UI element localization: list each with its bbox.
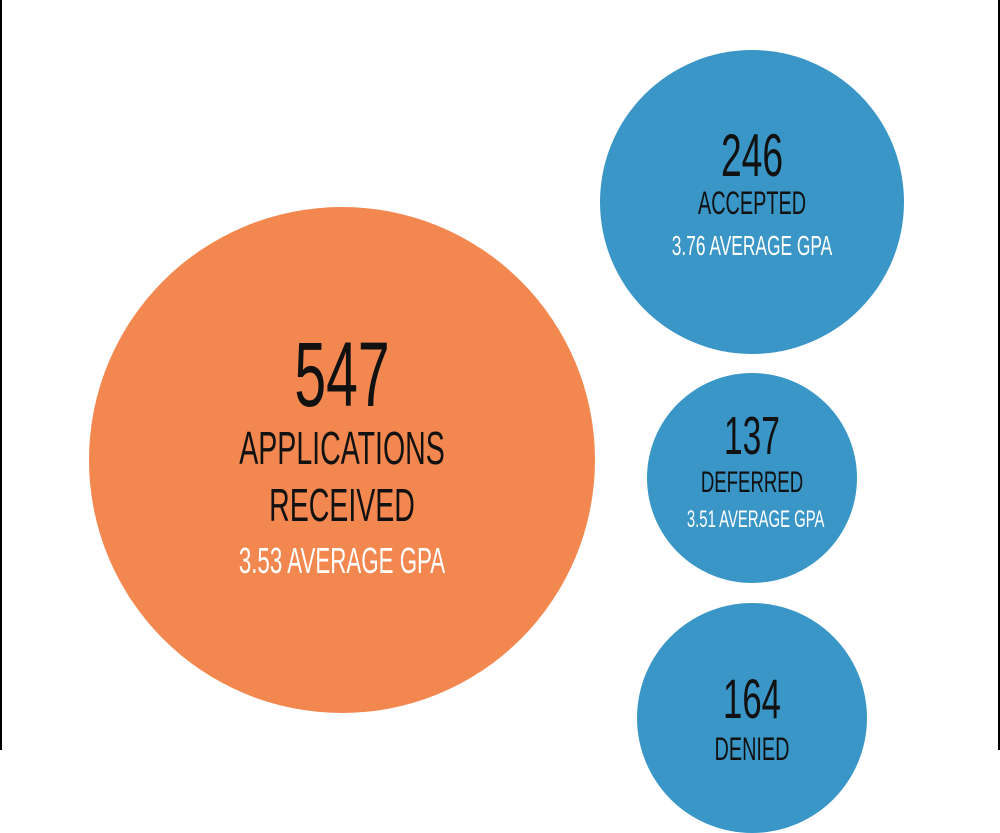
bubble-denied: 164 DENIED (637, 603, 867, 833)
category-label: ACCEPTED (697, 185, 807, 221)
right-border (998, 0, 1000, 750)
bubble-accepted: 246 ACCEPTED 3.76 AVERAGE GPA (600, 50, 904, 354)
count-label: 137 (724, 406, 780, 466)
left-border (0, 0, 2, 750)
gpa-label: 3.76 AVERAGE GPA (671, 230, 833, 261)
category-label: APPLICATIONS (239, 422, 445, 474)
bubble-applications-received: 547 APPLICATIONS RECEIVED 3.53 AVERAGE G… (89, 207, 595, 713)
gpa-label: 3.51 AVERAGE GPA (686, 506, 825, 533)
count-label: 164 (723, 667, 781, 730)
category-label: DENIED (714, 731, 790, 767)
count-label: 246 (720, 122, 784, 189)
category-label: RECEIVED (269, 479, 415, 531)
gpa-label: 3.53 AVERAGE GPA (238, 540, 446, 581)
bubble-deferred: 137 DEFERRED 3.51 AVERAGE GPA (647, 373, 857, 583)
count-label: 547 (294, 324, 390, 426)
category-label: DEFERRED (700, 466, 804, 499)
